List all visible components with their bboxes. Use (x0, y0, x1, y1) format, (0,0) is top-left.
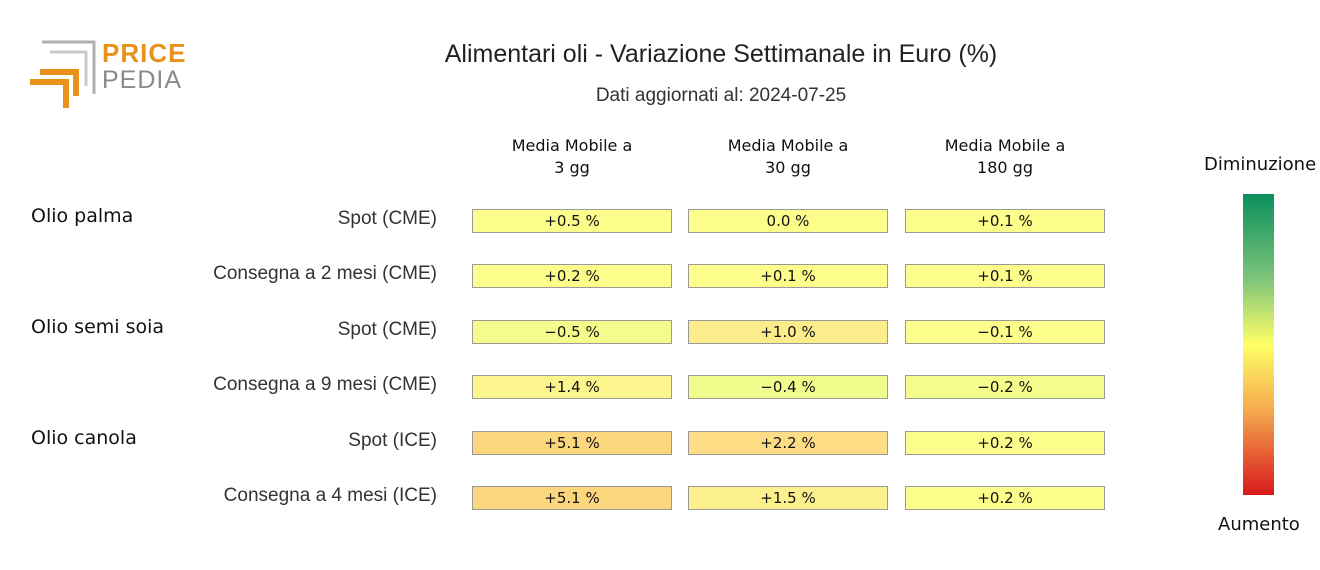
heatmap-cell: +0.2 % (472, 264, 672, 288)
color-scale-bar (1243, 194, 1274, 495)
heatmap-cell: +0.2 % (905, 431, 1105, 455)
row-label: Consegna a 2 mesi (CME) (213, 263, 437, 284)
heatmap-cell: +5.1 % (472, 486, 672, 510)
heatmap-cell: +1.5 % (688, 486, 888, 510)
heatmap-cell: +2.2 % (688, 431, 888, 455)
legend-top-label: Diminuzione (1204, 154, 1317, 175)
heatmap-cell: +0.2 % (905, 486, 1105, 510)
column-header-line1: Media Mobile a (944, 136, 1066, 155)
heatmap-cell: −0.1 % (905, 320, 1105, 344)
row-label: Consegna a 9 mesi (CME) (213, 374, 437, 395)
heatmap-cell: +0.1 % (688, 264, 888, 288)
heatmap-cell: +0.1 % (905, 264, 1105, 288)
logo-pedia-text: PEDIA (102, 66, 183, 94)
legend-bottom-label: Aumento (1218, 514, 1300, 535)
column-header-line2: 180 gg (977, 158, 1033, 177)
chart-title: Alimentari oli - Variazione Settimanale … (444, 40, 998, 68)
row-label: Spot (CME) (337, 208, 437, 229)
row-label: Spot (ICE) (348, 430, 437, 451)
logo-price-text: PRICE (102, 38, 187, 68)
column-header-line1: Media Mobile a (511, 136, 633, 155)
column-header: Media Mobile a 30 gg (688, 135, 888, 179)
group-label: Olio semi soia (31, 316, 165, 338)
heatmap-cell: +0.1 % (905, 209, 1105, 233)
heatmap-cell: −0.5 % (472, 320, 672, 344)
heatmap-cell: +5.1 % (472, 431, 672, 455)
column-header: Media Mobile a 3 gg (472, 135, 672, 179)
pricepedia-logo: PRICE PEDIA (30, 38, 190, 110)
group-label: Olio canola (31, 427, 137, 449)
heatmap-cell: −0.2 % (905, 375, 1105, 399)
column-header: Media Mobile a 180 gg (905, 135, 1105, 179)
chart-subtitle: Dati aggiornati al: 2024-07-25 (595, 85, 847, 106)
logo-mark-icon (30, 40, 96, 108)
heatmap-cell: 0.0 % (688, 209, 888, 233)
heatmap-cell: +0.5 % (472, 209, 672, 233)
heatmap-cell: −0.4 % (688, 375, 888, 399)
heatmap-cell: +1.4 % (472, 375, 672, 399)
column-header-line2: 30 gg (765, 158, 811, 177)
group-label: Olio palma (31, 205, 134, 227)
heatmap-cell: +1.0 % (688, 320, 888, 344)
column-header-line1: Media Mobile a (727, 136, 849, 155)
column-header-line2: 3 gg (554, 158, 590, 177)
row-label: Consegna a 4 mesi (ICE) (223, 485, 437, 506)
row-label: Spot (CME) (337, 319, 437, 340)
